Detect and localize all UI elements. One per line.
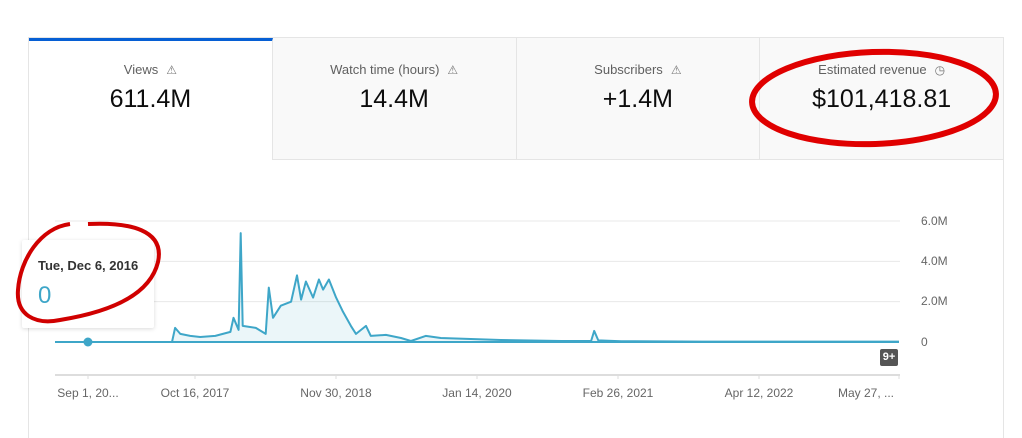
- x-tick-label: Jan 14, 2020: [442, 386, 512, 400]
- warning-icon: ⚠: [447, 62, 459, 77]
- y-tick-label: 6.0M: [921, 214, 948, 228]
- views-chart[interactable]: [0, 0, 1022, 426]
- warning-icon: ⚠: [166, 62, 177, 77]
- x-tick-label: Apr 12, 2022: [724, 386, 794, 400]
- x-tick-label: Nov 30, 2018: [300, 386, 372, 400]
- tab-label: Subscribers: [594, 62, 663, 77]
- tooltip-value: 0: [38, 282, 52, 309]
- series-area: [55, 233, 899, 342]
- tab-label: Watch time (hours): [330, 62, 440, 77]
- tab-value: 611.4M: [109, 85, 192, 113]
- x-tick-label: Oct 16, 2017: [160, 386, 230, 400]
- tab-label: Views: [123, 62, 159, 77]
- tooltip-date: Tue, Dec 6, 2016: [38, 258, 139, 273]
- tab-views[interactable]: Views ⚠ 611.4M: [29, 38, 273, 160]
- y-tick-label: 2.0M: [921, 294, 948, 308]
- x-tick-label: May 27, ...: [837, 386, 895, 400]
- tab-value: 14.4M: [359, 85, 429, 113]
- x-tick-label: Feb 26, 2021: [582, 386, 654, 400]
- hover-point: [83, 337, 93, 347]
- chart-tooltip: Tue, Dec 6, 2016 0: [22, 240, 154, 328]
- tab-value: +1.4M: [602, 85, 673, 113]
- annotations-badge[interactable]: 9+: [880, 349, 898, 366]
- y-tick-label: 4.0M: [921, 254, 948, 268]
- x-tick-label: Sep 1, 20...: [57, 386, 119, 400]
- views-series-line: [55, 232, 899, 343]
- warning-icon: ⚠: [670, 62, 682, 77]
- y-tick-label: 0: [921, 335, 928, 349]
- tab-watch-time[interactable]: Watch time (hours) ⚠ 14.4M: [272, 38, 517, 160]
